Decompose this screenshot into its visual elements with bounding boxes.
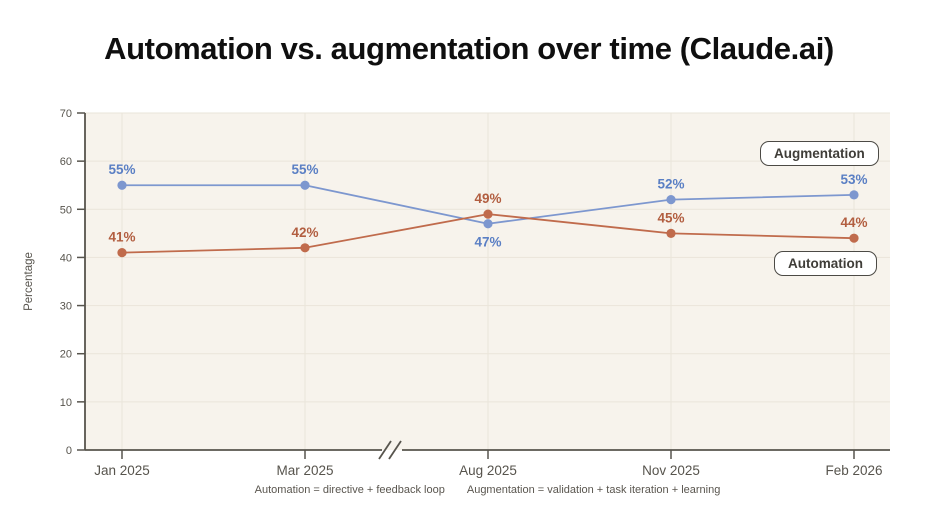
data-point-label-automation: 45% [657,210,684,225]
data-point-automation [300,243,310,253]
y-tick-label: 40 [60,252,72,264]
data-point-label-augmentation: 47% [474,235,501,250]
axis-break-slash [388,440,402,460]
data-point-label-automation: 44% [840,215,867,230]
y-tick-label: 10 [60,397,72,409]
footnotes: Automation = directive + feedback loop A… [85,484,890,496]
y-tick-label: 0 [66,445,72,457]
data-point-augmentation [666,195,676,205]
legend-augmentation-label: Augmentation [760,141,879,166]
y-tick-label: 60 [60,156,72,168]
data-point-label-augmentation: 55% [108,162,135,177]
x-tick-label: Nov 2025 [642,463,700,478]
data-point-label-automation: 42% [291,225,318,240]
y-axis-title: Percentage [23,252,35,311]
data-point-augmentation [849,190,859,200]
axis-break-slash [378,440,392,460]
y-tick-label: 20 [60,349,72,361]
data-point-augmentation [483,219,493,229]
y-tick-label: 70 [60,108,72,120]
y-tick-label: 30 [60,301,72,313]
data-point-automation [666,228,676,238]
y-tick-label: 50 [60,204,72,216]
data-point-label-augmentation: 52% [657,177,684,192]
footnote-automation-definition: Automation = directive + feedback loop [254,484,445,496]
data-point-label-augmentation: 55% [291,162,318,177]
data-point-label-automation: 49% [474,191,501,206]
data-point-label-augmentation: 53% [840,172,867,187]
data-point-augmentation [117,180,127,190]
x-tick-label: Mar 2025 [276,463,333,478]
legend-automation-label: Automation [774,251,877,276]
data-point-automation [117,248,127,258]
footnote-augmentation-definition: Augmentation = validation + task iterati… [466,484,721,496]
x-tick-label: Aug 2025 [459,463,517,478]
data-point-automation [483,209,493,219]
x-tick-label: Feb 2026 [825,463,882,478]
data-point-label-automation: 41% [108,230,135,245]
x-tick-label: Jan 2025 [94,463,150,478]
chart-title: Automation vs. augmentation over time (C… [104,31,834,66]
data-point-augmentation [300,180,310,190]
data-point-automation [849,233,859,243]
